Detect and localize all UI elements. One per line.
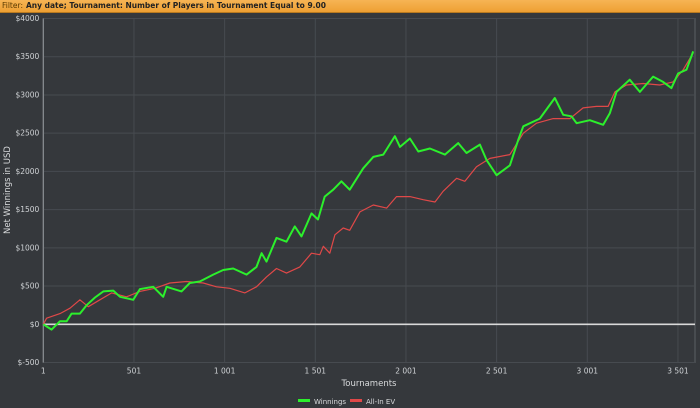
y-tick-label: $1500 — [15, 205, 39, 214]
legend-swatch-winnings — [298, 399, 310, 402]
filter-label: Filter: — [2, 1, 23, 10]
y-tick-label: $-500 — [18, 358, 40, 367]
plot-frame — [42, 18, 696, 363]
x-tick-label: 2 501 — [486, 367, 508, 376]
y-axis-ticks: $-500 $0 $500 $1000 $1500 $2000 $2500 $3000 $350… — [15, 14, 39, 367]
series-lines — [42, 51, 695, 331]
x-tick-label: 3 001 — [577, 367, 599, 376]
x-axis-ticks: 1 501 1 001 1 501 2 001 2 501 3 001 3 501 — [41, 367, 689, 376]
legend-label-winnings: Winnings — [314, 398, 346, 406]
y-tick-label: $500 — [20, 282, 39, 291]
y-tick-label: $4000 — [15, 14, 39, 23]
legend-swatch-all-in-ev — [350, 399, 362, 402]
filter-value: Any date; Tournament: Number of Players … — [25, 1, 326, 10]
y-tick-label: $2000 — [15, 167, 39, 176]
y-tick-label: $0 — [30, 320, 40, 329]
y-tick-label: $3000 — [15, 90, 39, 99]
x-tick-label: 1 001 — [214, 367, 236, 376]
x-tick-label: 3 501 — [667, 367, 689, 376]
x-tick-label: 1 501 — [305, 367, 327, 376]
legend-label-all-in-ev: All-In EV — [366, 398, 395, 406]
x-axis-label: Tournaments — [341, 379, 398, 389]
series-line-winnings — [42, 51, 695, 331]
y-tick-label: $3500 — [15, 52, 39, 61]
series-line-all-in-ev — [42, 52, 694, 325]
legend: Winnings All-In EV — [298, 398, 395, 406]
x-tick-label: 501 — [127, 367, 142, 376]
x-tick-label: 1 — [41, 367, 46, 376]
y-tick-label: $1000 — [15, 243, 39, 252]
x-tick-label: 2 001 — [395, 367, 417, 376]
filter-bar: Filter: Any date; Tournament: Number of P… — [0, 0, 700, 13]
y-tick-label: $2500 — [15, 129, 39, 138]
y-axis-label: Net Winnings in USD — [3, 146, 13, 234]
grid — [42, 18, 696, 363]
